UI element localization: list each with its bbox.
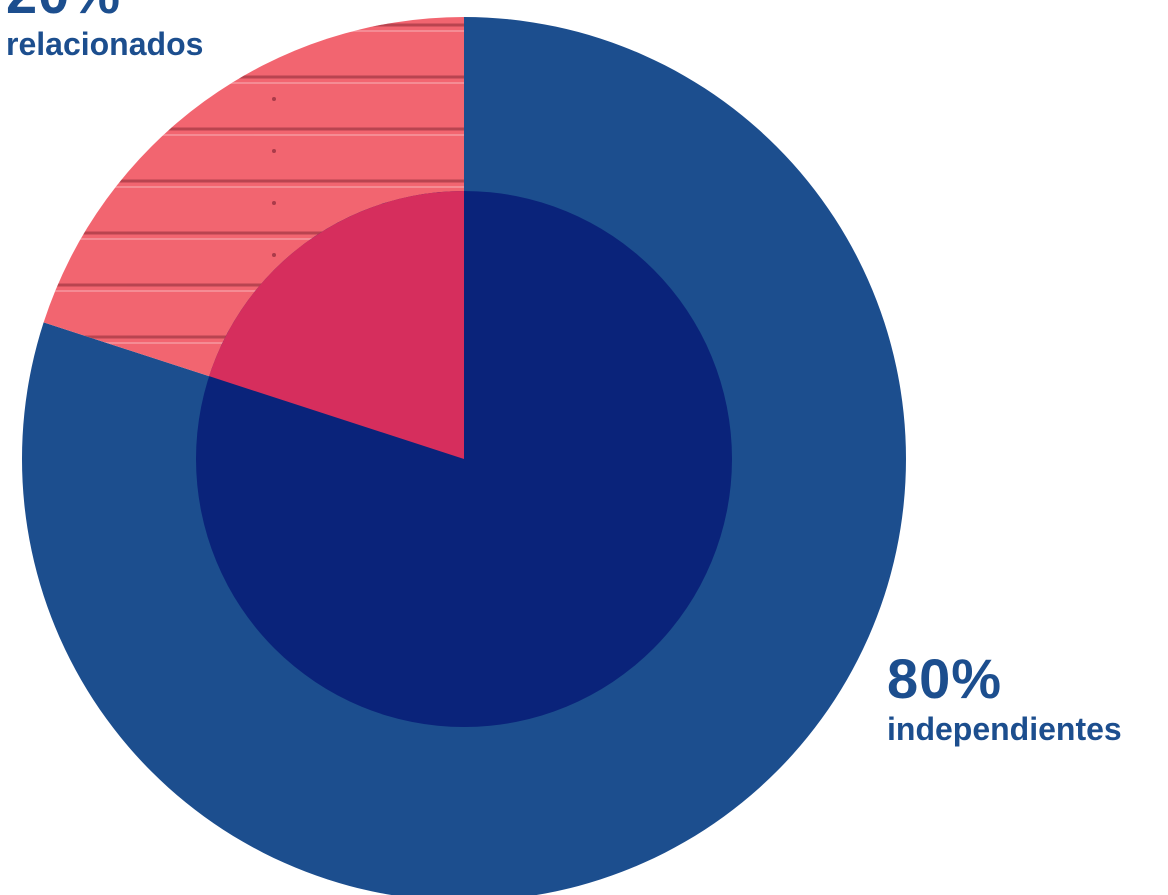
label-relacionados-name: relacionados: [6, 26, 204, 62]
pie-slice-independientes: [21, 17, 906, 895]
stripe-rivet: [272, 201, 276, 205]
inner-disc-relacionados-overlay: [209, 191, 464, 459]
stripe-rivet: [272, 45, 276, 49]
stripe-rivet: [272, 97, 276, 101]
stripe-rivet: [272, 253, 276, 257]
label-independientes: 80% independientes: [887, 647, 1122, 747]
label-independientes-name: independientes: [887, 711, 1122, 747]
stripe-rivet: [272, 149, 276, 153]
label-independientes-percent: 80%: [887, 647, 1003, 710]
label-relacionados-percent: 20%: [6, 0, 203, 22]
label-relacionados: 20% relacionados: [6, 0, 203, 60]
